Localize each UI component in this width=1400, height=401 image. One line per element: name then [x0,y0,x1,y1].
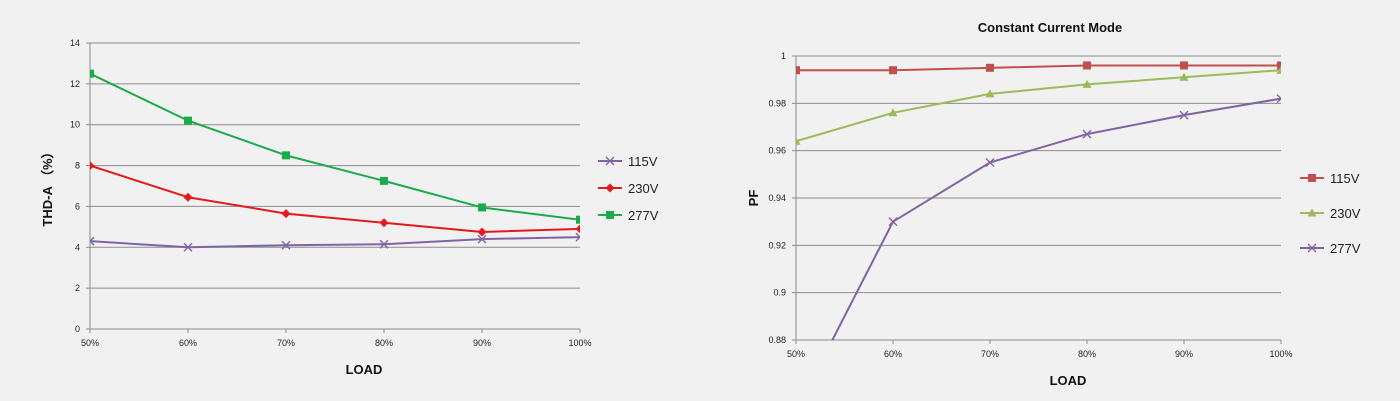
data-point-marker [575,224,580,234]
data-point-marker [986,63,994,72]
x-tick-label: 90% [1175,349,1193,359]
data-point-marker [1179,110,1189,120]
data-point-marker [1277,61,1281,70]
x-tick-label: 80% [375,338,393,348]
data-point-marker [90,69,94,78]
series-line [796,64,1281,72]
legend-marker [1308,174,1316,182]
x-tick-label: 100% [1269,349,1292,359]
data-point-marker [90,236,95,246]
data-point-marker [796,136,801,145]
x-tick-label: 70% [981,349,999,359]
data-point-marker [1276,94,1281,104]
series-layer [90,69,580,252]
series-line [90,236,580,249]
data-point-marker [1083,61,1091,70]
data-point-marker [477,234,487,244]
y-tick-label: 4 [75,242,80,252]
x-axis-title: LOAD [346,362,383,377]
y-tick-label: 12 [70,79,80,89]
legend-label: 230V [628,181,659,196]
data-point-marker [281,209,291,219]
x-tick-label: 70% [277,338,295,348]
data-point-marker [183,242,193,252]
legend-label: 277V [628,208,659,223]
legend-marker [605,183,615,193]
series-line [796,69,1281,143]
data-point-marker [985,158,995,167]
data-point-marker [1180,61,1188,70]
data-point-marker [380,176,388,185]
data-point-marker [796,66,800,75]
legend-marker [1307,208,1317,217]
data-point-marker [379,218,389,228]
series-layer [796,61,1281,340]
data-point-marker [477,227,487,237]
y-tick-label: 14 [70,38,80,48]
data-point-marker [889,66,897,75]
pf-chart: 0.88 0.9 0.92 0.94 0.96 0.98 1 50% 60% 70% 80% 90% 1… [746,20,1361,388]
data-point-marker [478,203,486,212]
y-tick-label: 0.88 [768,335,786,345]
x-tick-label: 50% [787,349,805,359]
legend-marker [1307,243,1317,253]
data-point-marker [575,232,580,242]
x-tick-label: 90% [473,338,491,348]
data-point-marker [888,108,898,117]
data-point-marker [282,151,290,160]
y-tick-label: 0.9 [773,288,786,298]
legend-label: 277V [1330,241,1361,256]
x-tick-label: 60% [179,338,197,348]
y-tick-label: 0.92 [768,240,786,250]
data-point-marker [90,161,95,171]
y-tick-label: 10 [70,120,80,130]
data-point-marker [985,89,995,98]
data-point-marker [281,240,291,250]
data-point-marker [1082,129,1092,139]
y-tick-label: 6 [75,201,80,211]
legend-label: 115V [1330,171,1360,186]
legend-label: 115V [628,154,658,169]
y-tick-label: 0.94 [768,193,786,203]
y-axis-title: THD-A （%） [40,145,55,226]
data-point-marker [183,192,193,202]
legend-label: 230V [1330,206,1361,221]
y-tick-label: 2 [75,283,80,293]
y-tick-label: 0.98 [768,98,786,108]
legend-marker [605,156,615,166]
x-axis-title: LOAD [1050,373,1087,388]
data-point-marker [1082,79,1092,88]
y-tick-label: 0 [75,324,80,334]
y-tick-label: 1 [781,51,786,61]
series-line [90,72,580,221]
x-tick-label: 60% [884,349,902,359]
y-axis-title: PF [746,190,761,207]
data-point-marker [1276,65,1281,74]
series-line [90,164,580,233]
legend-marker [606,211,614,219]
chart-title: Constant Current Mode [978,20,1122,35]
data-point-marker [1179,72,1189,81]
y-tick-label: 0.96 [768,146,786,156]
data-point-marker [379,239,389,249]
data-point-marker [888,217,898,227]
series-line [831,97,1281,340]
x-tick-label: 50% [81,338,99,348]
x-tick-label: 80% [1078,349,1096,359]
x-tick-label: 100% [568,338,591,348]
y-tick-label: 8 [75,161,80,171]
data-point-marker [576,215,580,224]
thd-chart: 0 2 4 6 8 10 12 14 50% 60% 70% 80% 90% 100% LOAD THD-A … [40,38,659,377]
data-point-marker [184,116,192,125]
